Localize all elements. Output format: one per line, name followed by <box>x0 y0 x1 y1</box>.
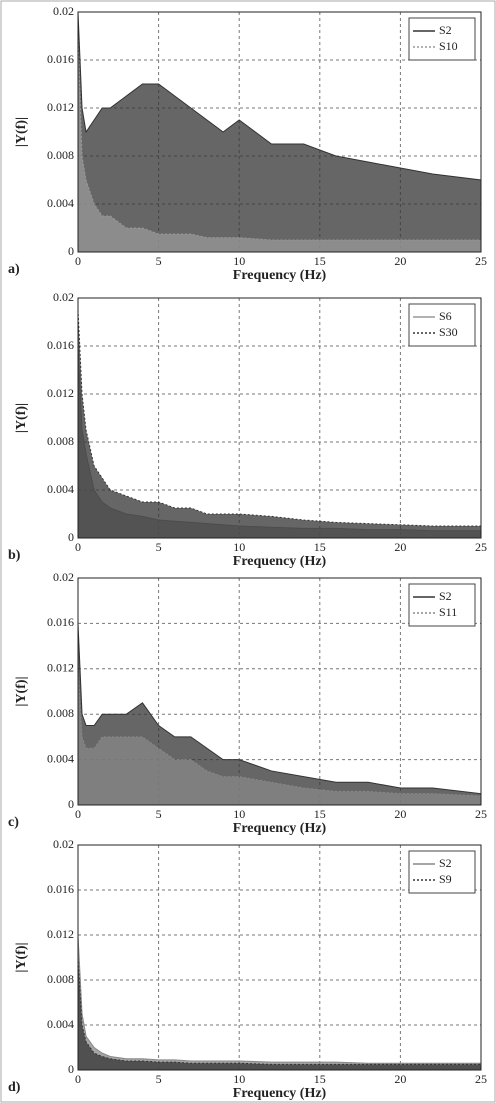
plot-frame <box>77 11 482 253</box>
y-tick-label: 0 <box>68 1062 74 1076</box>
plot-frame <box>77 577 482 806</box>
x-tick-label: 0 <box>75 807 81 821</box>
x-tick-label: 5 <box>156 540 162 554</box>
x-tick-label: 25 <box>475 254 487 268</box>
legend-box <box>408 583 476 627</box>
y-tick-label: 0.016 <box>47 615 74 629</box>
y-axis-label: |Y(f)| <box>14 403 29 433</box>
legend-label: S11 <box>439 605 457 619</box>
panel-label: b) <box>8 548 21 563</box>
x-tick-label: 15 <box>314 1072 326 1086</box>
x-tick-label: 15 <box>314 254 326 268</box>
x-tick-label: 25 <box>475 807 487 821</box>
x-tick-label: 5 <box>156 1072 162 1086</box>
x-tick-label: 5 <box>156 254 162 268</box>
x-axis-label: Frequency (Hz) <box>233 268 327 283</box>
x-tick-label: 10 <box>233 254 245 268</box>
y-tick-label: 0.016 <box>47 882 74 896</box>
y-tick-label: 0.004 <box>47 1017 74 1031</box>
x-tick-label: 0 <box>75 254 81 268</box>
legend-label: S10 <box>439 39 458 53</box>
x-tick-label: 10 <box>233 540 245 554</box>
y-axis-label: |Y(f)| <box>14 942 29 972</box>
x-tick-label: 10 <box>233 807 245 821</box>
x-tick-label: 20 <box>394 807 406 821</box>
x-tick-label: 0 <box>75 540 81 554</box>
legend-box <box>408 303 476 347</box>
y-axis-label: |Y(f)| <box>14 676 29 706</box>
series-area <box>77 957 482 1071</box>
x-tick-label: 20 <box>394 1072 406 1086</box>
y-tick-label: 0.008 <box>47 972 74 986</box>
legend-label: S2 <box>439 589 452 603</box>
y-tick-label: 0 <box>68 797 74 811</box>
x-tick-label: 25 <box>475 1072 487 1086</box>
panel-label: c) <box>8 815 19 830</box>
y-tick-label: 0.004 <box>47 196 74 210</box>
plot-frame <box>77 297 482 539</box>
y-tick-label: 0.02 <box>53 290 74 304</box>
y-tick-label: 0 <box>68 530 74 544</box>
y-tick-label: 0.004 <box>47 482 74 496</box>
y-tick-label: 0.008 <box>47 434 74 448</box>
series-area <box>77 11 482 253</box>
legend-label: S30 <box>439 325 458 339</box>
series-area <box>77 35 482 253</box>
panel-label: d) <box>8 1080 21 1095</box>
y-tick-label: 0.016 <box>47 52 74 66</box>
panel-label: a) <box>8 262 20 277</box>
x-tick-label: 15 <box>314 807 326 821</box>
x-tick-label: 20 <box>394 540 406 554</box>
legend-label: S2 <box>439 856 452 870</box>
y-tick-label: 0.012 <box>47 927 74 941</box>
y-axis-label: |Y(f)| <box>14 117 29 147</box>
x-tick-label: 5 <box>156 807 162 821</box>
x-tick-label: 10 <box>233 1072 245 1086</box>
legend-box <box>408 850 476 894</box>
y-tick-label: 0.02 <box>53 837 74 851</box>
y-tick-label: 0.008 <box>47 706 74 720</box>
y-tick-label: 0.016 <box>47 338 74 352</box>
x-axis-label: Frequency (Hz) <box>233 1086 327 1101</box>
y-tick-label: 0.004 <box>47 751 74 765</box>
y-tick-label: 0.012 <box>47 661 74 675</box>
y-tick-label: 0 <box>68 244 74 258</box>
x-tick-label: 0 <box>75 1072 81 1086</box>
y-tick-label: 0.008 <box>47 148 74 162</box>
legend-box <box>408 17 476 61</box>
y-tick-label: 0.02 <box>53 570 74 584</box>
legend-label: S2 <box>439 23 452 37</box>
x-tick-label: 15 <box>314 540 326 554</box>
x-tick-label: 25 <box>475 540 487 554</box>
x-tick-label: 20 <box>394 254 406 268</box>
y-tick-label: 0.012 <box>47 100 74 114</box>
series-area <box>77 309 482 539</box>
series-area <box>77 934 482 1071</box>
x-axis-label: Frequency (Hz) <box>233 821 327 836</box>
legend-label: S6 <box>439 309 452 323</box>
plot-frame <box>77 844 482 1071</box>
y-tick-label: 0.012 <box>47 386 74 400</box>
y-tick-label: 0.02 <box>53 4 74 18</box>
series-area <box>77 668 482 806</box>
legend-label: S9 <box>439 872 452 886</box>
x-axis-label: Frequency (Hz) <box>233 554 327 569</box>
